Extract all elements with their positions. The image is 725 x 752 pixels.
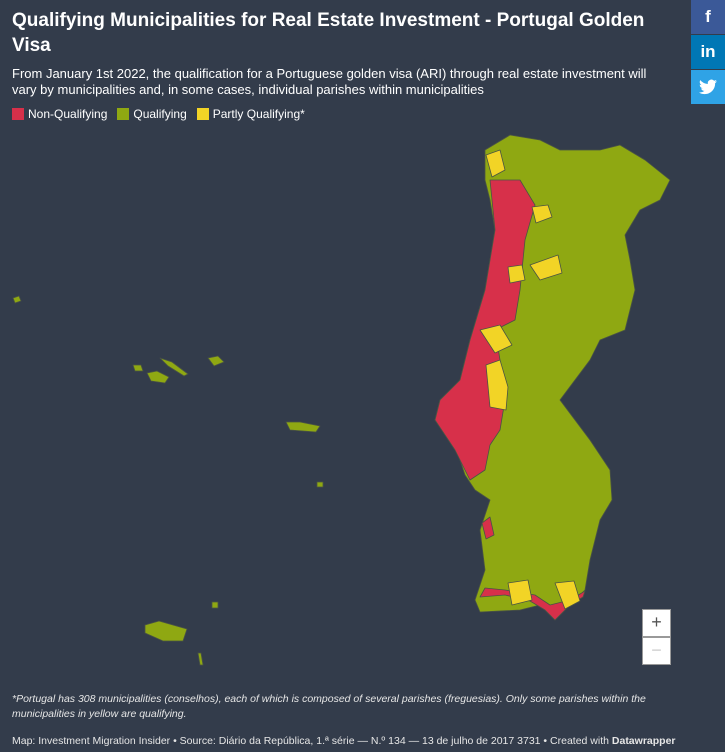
zoom-in[interactable]: + xyxy=(642,609,671,637)
legend-swatch xyxy=(196,108,209,120)
legend-item: Non-Qualifying xyxy=(12,107,107,121)
partly-qualifying xyxy=(485,149,506,178)
source-text: Map: Investment Migration Insider • Sour… xyxy=(12,735,612,747)
partly-qualifying xyxy=(479,324,513,354)
azores-island xyxy=(12,295,22,304)
partly-qualifying xyxy=(507,579,533,606)
partly-qualifying xyxy=(531,204,553,224)
azores-island xyxy=(159,357,189,377)
brand: Datawrapper xyxy=(611,735,676,747)
twitter-button[interactable] xyxy=(691,70,725,104)
legend-label: Partly Qualifying* xyxy=(212,107,305,121)
legend-label: Qualifying xyxy=(133,107,187,121)
legend-label: Non-Qualifying xyxy=(28,107,108,121)
zoom-out[interactable]: − xyxy=(642,637,671,665)
azores-island xyxy=(316,481,324,488)
legend-item: Qualifying xyxy=(117,107,187,121)
partly-qualifying xyxy=(485,359,509,411)
facebook-button[interactable]: f xyxy=(691,0,725,34)
linkedin-button[interactable]: in xyxy=(691,35,725,69)
legend-swatch xyxy=(117,108,130,120)
setubal-non-qualifying xyxy=(481,516,495,540)
title: Qualifying Municipalities for Real Estat… xyxy=(12,10,645,56)
partly-qualifying xyxy=(529,254,563,281)
partly-qualifying xyxy=(554,580,581,610)
azores-island xyxy=(132,364,144,372)
subtitle: From January 1st 2022, the qualification… xyxy=(12,66,647,97)
azores-island xyxy=(285,421,321,433)
footnote: *Portugal has 308 municipalities (consel… xyxy=(12,693,646,720)
legend-swatch xyxy=(12,108,24,120)
source: Map: Investment Migration Insider • Sour… xyxy=(12,735,676,747)
madeira-island xyxy=(211,601,219,609)
twitter-icon xyxy=(699,79,717,95)
partly-qualifying xyxy=(507,264,526,284)
map xyxy=(12,134,671,666)
legend: Non-Qualifying Qualifying Partly Qualifyin… xyxy=(12,107,305,121)
madeira-island xyxy=(144,620,188,642)
azores-island xyxy=(207,355,225,367)
azores-island xyxy=(146,370,170,384)
madeira-island xyxy=(197,652,204,666)
legend-item: Partly Qualifying* xyxy=(196,107,305,121)
share-bar: f in xyxy=(691,0,725,105)
